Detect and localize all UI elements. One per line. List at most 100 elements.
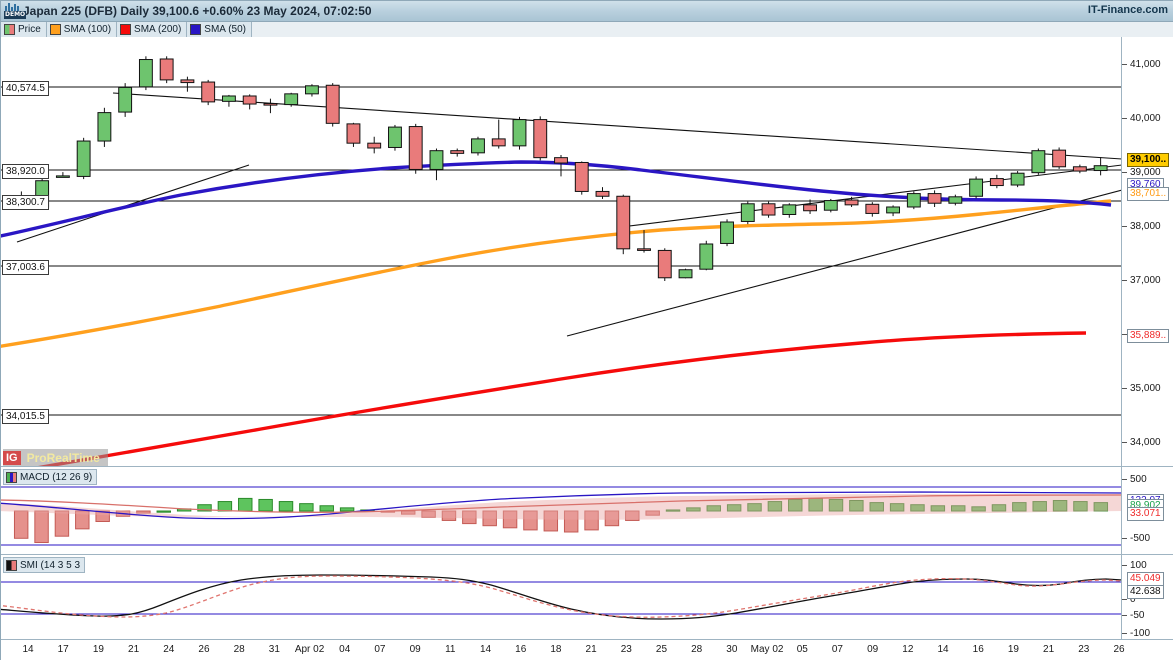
candle-body — [678, 269, 693, 279]
macd-line — [1, 491, 1122, 520]
candle-body — [823, 200, 838, 211]
macd-axis[interactable]: 500 -500 122.07 89.902 33.071 — [1122, 467, 1173, 555]
legend-item-sma-50[interactable]: SMA (50) — [187, 22, 252, 37]
macd-histogram-bar — [299, 503, 314, 512]
smi-svg — [1, 574, 1122, 620]
date-label: 31 — [268, 644, 280, 655]
smi-tick-minus-100: -100 — [1130, 628, 1151, 639]
smi-signal-line — [1, 575, 1122, 618]
window-title: Japan 225 (DFB) Daily 39,100.6 +0.60% 23… — [23, 4, 372, 18]
price-axis[interactable]: 41,000 40,000 39,000 38,000 37,000 36,00… — [1122, 37, 1173, 466]
candle-body — [886, 206, 901, 214]
macd-hist-value-tag: 33.071 — [1127, 507, 1164, 521]
candle-body — [761, 203, 776, 216]
price-plot-area[interactable]: 40,574.5 38,920.0 38,300.7 37,003.6 34,0… — [1, 37, 1173, 466]
macd-histogram-bar — [197, 504, 212, 512]
macd-histogram-bar — [971, 506, 986, 512]
macd-histogram-bar — [75, 510, 90, 530]
sma-100-value-tag: 38,701.. — [1127, 187, 1170, 201]
macd-histogram-bar — [930, 505, 946, 512]
macd-histogram-bar — [1032, 501, 1047, 512]
macd-name-text: MACD (12 26 9) — [20, 471, 93, 483]
macd-histogram-bar — [951, 505, 966, 512]
macd-histogram-bar — [258, 498, 273, 512]
date-label: 21 — [128, 644, 140, 655]
macd-swatch-icon — [6, 471, 17, 483]
date-label: 25 — [655, 644, 668, 655]
vendor-brand: IT-Finance.com — [1087, 4, 1168, 16]
macd-plot-area[interactable] — [1, 467, 1173, 555]
macd-histogram-bar — [278, 501, 294, 512]
legend-label-sma-50: SMA (50) — [204, 24, 246, 35]
macd-histogram-bar — [910, 504, 925, 512]
candle-body — [450, 150, 465, 154]
sma-200-line — [39, 331, 1087, 466]
price-level-label-2: 38,920.0 — [2, 164, 49, 179]
macd-histogram-bar — [1052, 500, 1068, 512]
smi-plot-area[interactable] — [1, 555, 1173, 640]
title-bar: DEMO Japan 225 (DFB) Daily 39,100.6 +0.6… — [1, 1, 1173, 22]
last-price-tag: 39,100.. — [1127, 153, 1170, 167]
date-label: 19 — [92, 644, 104, 655]
smi-tick-0: 0 — [1130, 594, 1136, 605]
date-label: May 02 — [750, 644, 784, 655]
macd-histogram-bar — [767, 501, 783, 512]
date-label: 26 — [198, 644, 210, 655]
macd-histogram-bar — [584, 510, 599, 531]
candle-body — [533, 119, 548, 159]
candle-body — [55, 175, 70, 178]
candle-body — [138, 59, 153, 88]
macd-histogram-bar — [726, 504, 742, 512]
demo-badge-label: DEMO — [4, 11, 27, 19]
watermark-product-name: ProRealTime — [26, 450, 100, 465]
candle-body — [201, 81, 216, 103]
candle-body — [221, 95, 236, 102]
macd-histogram-bar — [849, 500, 864, 512]
legend-item-sma-100[interactable]: SMA (100) — [46, 22, 118, 37]
legend-item-price[interactable]: Price — [1, 22, 47, 37]
legend-label-sma-200: SMA (200) — [134, 24, 182, 35]
sma50-swatch-icon — [190, 24, 202, 35]
macd-indicator-label[interactable]: MACD (12 26 9) — [3, 469, 98, 485]
legend-item-sma-200[interactable]: SMA (200) — [117, 22, 188, 37]
macd-histogram-bar — [1093, 502, 1109, 512]
candle-body — [367, 142, 382, 149]
smi-indicator-label[interactable]: SMI (14 3 5 3 — [3, 557, 86, 573]
candle-body — [927, 193, 942, 204]
macd-histogram-bar — [95, 510, 110, 522]
price-level-lines — [1, 86, 1122, 416]
macd-pane[interactable]: MACD (12 26 9) 500 -500 122.07 89.902 33… — [1, 466, 1173, 555]
smi-axis[interactable]: 100 0 -50 -100 45.049 42.638 — [1122, 555, 1173, 640]
macd-histogram-bar — [1012, 502, 1027, 512]
date-label: 12 — [902, 644, 914, 655]
candle-body — [471, 138, 485, 154]
candle-body — [118, 86, 133, 113]
price-tick-41000: 41,000 — [1130, 59, 1161, 70]
candle-body — [1010, 172, 1025, 186]
price-chart-pane[interactable]: 40,574.5 38,920.0 38,300.7 37,003.6 34,0… — [1, 37, 1173, 466]
macd-histogram-bar — [441, 510, 457, 521]
smi-signal-value-tag: 45.049 — [1127, 572, 1164, 586]
macd-histogram-bar — [54, 510, 70, 537]
smi-name-text: SMI (14 3 5 3 — [20, 559, 81, 571]
macd-histogram-bar — [747, 503, 762, 512]
candle-body — [699, 243, 714, 270]
macd-histogram-bar — [136, 510, 151, 514]
date-label: 09 — [409, 644, 421, 655]
candle-body — [637, 248, 651, 251]
candle-body — [97, 112, 112, 142]
date-axis[interactable]: 14 17 19 21 24 26 28 31 Apr 02 04 07 09 11 14 16 18 21 23… — [1, 639, 1173, 661]
sma200-swatch-icon — [120, 24, 132, 35]
candle-body — [989, 178, 1004, 187]
macd-histogram-bar — [706, 505, 721, 512]
candle-body — [305, 85, 319, 95]
price-tick-35000: 35,000 — [1130, 383, 1161, 394]
smi-pane[interactable]: SMI (14 3 5 3 100 0 -50 -100 45.049 42.6… — [1, 554, 1173, 640]
macd-histogram-bar — [339, 507, 355, 512]
candle-body — [740, 203, 755, 222]
date-label: 09 — [867, 644, 879, 655]
macd-histogram-bar — [563, 510, 579, 533]
smi-tick-minus-50: -50 — [1130, 610, 1145, 621]
macd-histogram-bar — [156, 510, 172, 513]
date-label: 14 — [22, 644, 34, 655]
